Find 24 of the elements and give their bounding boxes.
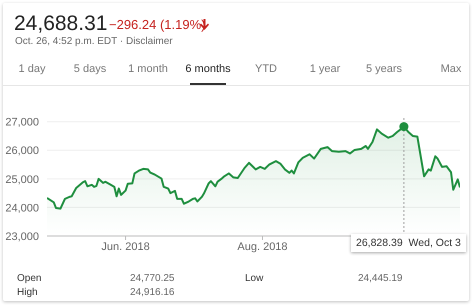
text: Max bbox=[440, 62, 462, 76]
text: 1 month bbox=[128, 63, 168, 75]
x-tick-label: Aug. 2018 bbox=[237, 240, 288, 253]
text: YTD bbox=[255, 63, 277, 75]
y-tick-label: 25,000 bbox=[5, 174, 39, 186]
text: 1 day bbox=[18, 62, 46, 76]
text: 24,916.16 bbox=[130, 287, 174, 299]
text: 5 days bbox=[72, 62, 108, 76]
y-tick-label: 23,000 bbox=[5, 230, 39, 243]
text: 24,445.19 bbox=[358, 273, 402, 285]
y-tick-label: 26,000 bbox=[5, 145, 39, 158]
text: 24,770.25 bbox=[130, 273, 174, 285]
text: Open bbox=[17, 273, 42, 285]
x-tick-label: Jun. 2018 bbox=[101, 240, 150, 253]
text: 5 years bbox=[364, 62, 404, 76]
text: Low bbox=[245, 273, 264, 285]
text: High bbox=[17, 287, 38, 299]
y-tick-label: 24,000 bbox=[5, 202, 39, 214]
text: 26,828.39 Wed, Oct 3 bbox=[351, 234, 466, 252]
chart-title: 24,688.31 bbox=[14, 11, 108, 37]
chart-subtitle: Oct. 26, 4:52 p.m. EDT · Disclaimer bbox=[15, 36, 173, 48]
y-tick-label: 27,000 bbox=[5, 116, 39, 129]
text: 1 year bbox=[308, 62, 342, 76]
text: 6 months bbox=[184, 62, 232, 76]
